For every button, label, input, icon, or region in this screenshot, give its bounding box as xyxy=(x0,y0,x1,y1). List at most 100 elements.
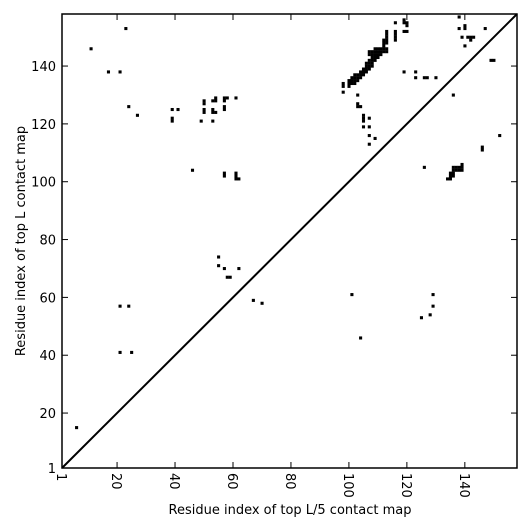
contact-point xyxy=(199,119,203,123)
contact-point xyxy=(382,41,386,45)
contact-point xyxy=(428,313,432,317)
contact-point xyxy=(419,316,423,320)
contact-point xyxy=(489,58,493,62)
contact-point xyxy=(353,73,357,77)
x-tick-label: 20 xyxy=(108,473,123,490)
contact-point xyxy=(361,116,366,120)
y-tick-label: 60 xyxy=(39,291,56,306)
contact-point xyxy=(385,38,389,42)
contact-point xyxy=(448,171,452,175)
contact-point xyxy=(214,96,218,100)
contact-point xyxy=(385,29,389,33)
contact-point xyxy=(414,70,418,74)
contact-point xyxy=(376,47,380,51)
contact-point xyxy=(217,264,221,268)
contact-point xyxy=(130,350,134,354)
contact-point xyxy=(422,76,426,80)
contact-point xyxy=(367,50,371,54)
contact-point xyxy=(466,35,470,39)
contact-point xyxy=(341,90,345,94)
contact-point xyxy=(364,70,368,74)
contact-point xyxy=(498,134,502,138)
contact-point xyxy=(472,35,476,39)
contact-point xyxy=(373,58,377,62)
contact-point xyxy=(347,79,351,83)
contact-point xyxy=(431,304,435,308)
contact-point xyxy=(89,47,93,51)
contact-point xyxy=(260,301,264,305)
y-tick-label: 20 xyxy=(39,407,56,422)
contact-point xyxy=(422,165,426,169)
contact-point xyxy=(373,53,377,57)
contact-point xyxy=(75,426,79,430)
contact-point xyxy=(385,47,389,51)
contact-point xyxy=(347,81,351,86)
contact-point xyxy=(382,44,386,48)
contact-point xyxy=(356,73,360,77)
contact-point xyxy=(382,38,386,42)
contact-point xyxy=(353,76,357,80)
contact-point xyxy=(448,177,452,181)
contact-point xyxy=(457,27,461,31)
contact-point xyxy=(457,168,461,172)
contact-point xyxy=(353,79,357,83)
contact-point xyxy=(367,58,371,62)
contact-point xyxy=(118,70,122,74)
contact-point xyxy=(402,21,406,25)
contact-point xyxy=(356,76,360,80)
contact-point xyxy=(367,67,371,71)
contact-point xyxy=(373,55,377,60)
contact-point xyxy=(356,105,360,109)
contact-point xyxy=(211,107,215,112)
x-tick-label: 60 xyxy=(224,473,239,490)
contact-point xyxy=(217,255,221,259)
contact-point xyxy=(367,142,371,146)
contact-point xyxy=(454,168,458,172)
contact-point xyxy=(361,119,366,123)
contact-point xyxy=(225,275,229,279)
contact-point xyxy=(356,102,360,106)
contact-point xyxy=(469,38,473,42)
y-tick-label: 40 xyxy=(39,349,56,364)
contact-point xyxy=(364,64,368,68)
contact-point xyxy=(170,116,174,120)
contact-point xyxy=(170,107,174,112)
contact-point xyxy=(460,168,464,172)
contact-point xyxy=(251,298,255,302)
contact-point xyxy=(385,32,389,36)
contact-point xyxy=(356,79,360,83)
contact-point xyxy=(385,50,389,54)
contact-point xyxy=(211,99,215,103)
contact-point xyxy=(359,70,363,74)
contact-points xyxy=(75,15,502,430)
contact-point xyxy=(234,96,238,100)
contact-point xyxy=(451,165,455,169)
contact-point xyxy=(202,110,206,114)
contact-point xyxy=(402,70,406,74)
contact-point xyxy=(393,29,397,33)
contact-point xyxy=(370,55,374,60)
contact-point xyxy=(367,134,371,138)
contact-point xyxy=(367,116,371,120)
contact-point xyxy=(359,76,363,80)
contact-point xyxy=(202,99,206,103)
contact-point xyxy=(385,41,389,45)
contact-point xyxy=(492,58,496,62)
contact-point xyxy=(370,64,374,68)
contact-point xyxy=(361,73,366,77)
contact-point xyxy=(405,24,409,28)
contact-point xyxy=(202,107,206,112)
contact-point xyxy=(463,27,467,31)
contact-point xyxy=(480,145,484,149)
x-tick-label: 140 xyxy=(456,473,471,498)
contact-point xyxy=(379,47,383,51)
contact-point xyxy=(106,70,111,74)
contact-point xyxy=(359,73,363,77)
contact-point xyxy=(341,84,345,88)
contact-point xyxy=(118,350,122,354)
contact-point xyxy=(451,168,455,172)
contact-point xyxy=(367,53,371,57)
contact-point xyxy=(222,105,226,109)
contact-point xyxy=(350,79,354,83)
contact-point xyxy=(379,53,383,57)
